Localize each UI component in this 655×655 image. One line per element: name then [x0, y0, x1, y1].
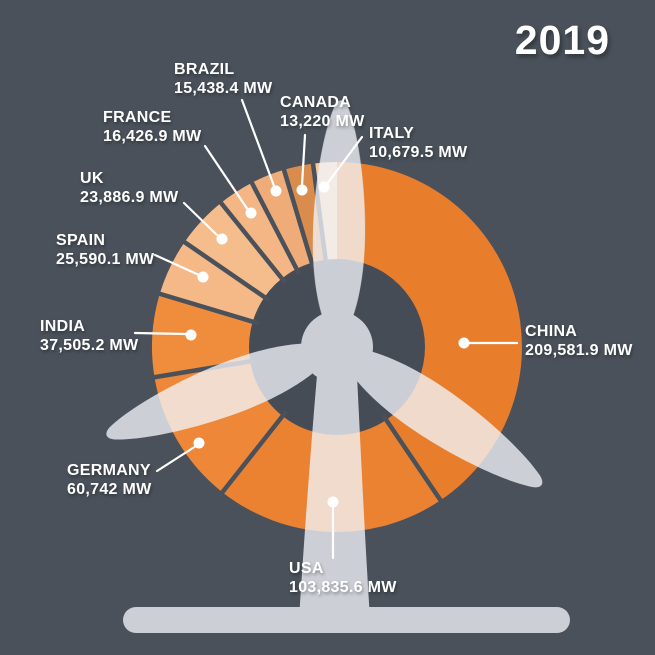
leader-line-italy	[325, 135, 364, 186]
leader-line-germany	[155, 444, 198, 473]
slice-divider	[381, 413, 443, 503]
leader-line-canada	[300, 133, 307, 187]
leader-line-france	[203, 144, 250, 212]
leader-dot-spain	[197, 271, 209, 283]
leader-line-uk	[182, 201, 220, 238]
turbine-blade-left	[106, 343, 334, 440]
slice-divider	[281, 168, 316, 270]
turbine-blade-top	[312, 100, 366, 344]
leader-line-india	[133, 331, 188, 336]
leader-dot-china	[458, 337, 470, 349]
leader-dot-france	[245, 207, 257, 219]
leader-dot-germany	[193, 437, 205, 449]
leader-line-spain	[153, 253, 201, 277]
slice-india	[151, 293, 337, 378]
slice-divider	[158, 291, 260, 326]
wind-turbine	[106, 100, 570, 633]
leader-dot-usa	[327, 496, 339, 508]
year-title: 2019	[514, 17, 610, 63]
slice-divider	[249, 180, 302, 276]
turbine-base	[123, 607, 570, 633]
leader-line-brazil	[240, 98, 276, 188]
turbine-blade-right	[340, 348, 543, 488]
slice-divider	[218, 200, 288, 285]
slice-divider	[182, 239, 271, 303]
leader-dot-canada	[296, 184, 308, 196]
leader-dot-uk	[216, 233, 228, 245]
leader-dot-italy	[318, 181, 330, 193]
slice-divider	[220, 410, 288, 495]
turbine-hub	[301, 311, 373, 383]
leader-dot-brazil	[270, 185, 282, 197]
leader-dot-india	[185, 329, 197, 341]
